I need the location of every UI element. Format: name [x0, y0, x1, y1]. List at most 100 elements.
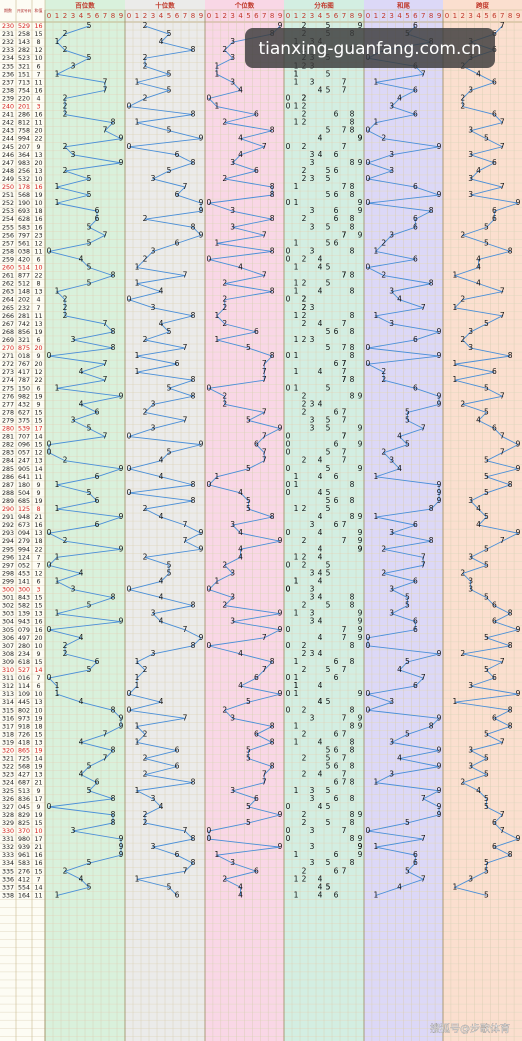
distribution-digit: 8	[350, 705, 355, 714]
draw-number: 143	[18, 39, 30, 46]
trend-digit: 2	[381, 544, 386, 553]
distribution-digit: 3	[310, 415, 315, 424]
draw-number: 150	[18, 385, 30, 392]
sum: 15	[34, 417, 42, 424]
issue: 338	[2, 892, 14, 899]
distribution-digit: 7	[342, 415, 347, 424]
sum: 7	[36, 675, 40, 682]
distribution-digit: 1	[294, 609, 299, 618]
trend-digit: 8	[111, 343, 116, 352]
trend-digit: 8	[429, 536, 434, 545]
distribution-digit: 0	[286, 246, 291, 255]
distribution-digit: 3	[310, 593, 315, 602]
trend-digit: 5	[484, 633, 489, 642]
column-label: 1	[374, 12, 378, 20]
distribution-digit: 1	[294, 311, 299, 320]
distribution-digit: 2	[302, 254, 307, 263]
trend-digit: 1	[373, 246, 378, 255]
trend-digit: 7	[103, 432, 108, 441]
draw-number: 276	[18, 868, 30, 875]
distribution-digit: 2	[302, 560, 307, 569]
distribution-digit: 0	[286, 641, 291, 650]
trend-digit: 0	[366, 641, 371, 650]
distribution-digit: 7	[342, 625, 347, 634]
trend-digit: 1	[135, 279, 140, 288]
trend-digit: 0	[127, 295, 132, 304]
distribution-digit: 8	[350, 190, 355, 199]
distribution-digit: 8	[350, 110, 355, 119]
draw-number: 693	[18, 208, 30, 215]
draw-number: 707	[18, 434, 30, 441]
distribution-digit: 8	[350, 214, 355, 223]
issue: 332	[2, 844, 14, 851]
trend-digit: 0	[207, 826, 212, 835]
trend-digit: 2	[63, 866, 68, 875]
issue: 320	[2, 748, 14, 755]
issue: 259	[2, 256, 14, 263]
trend-digit: 5	[405, 415, 410, 424]
distribution-digit: 2	[302, 142, 307, 151]
trend-digit: 9	[437, 496, 442, 505]
trend-digit: 7	[500, 432, 505, 441]
trend-digit: 1	[135, 367, 140, 376]
sum: 22	[34, 377, 42, 384]
distribution-digit: 2	[302, 118, 307, 127]
trend-digit: 6	[413, 625, 418, 634]
distribution-digit: 5	[326, 415, 331, 424]
trend-digit: 1	[373, 77, 378, 86]
sum: 18	[34, 538, 42, 545]
distribution-digit: 0	[286, 560, 291, 569]
trend-digit: 5	[484, 488, 489, 497]
trend-digit: 2	[143, 552, 148, 561]
trend-digit: 5	[484, 512, 489, 521]
trend-digit: 1	[373, 778, 378, 787]
distribution-digit: 5	[326, 754, 331, 763]
draw-number: 124	[18, 554, 30, 561]
trend-digit: 5	[484, 456, 489, 465]
draw-number: 207	[18, 144, 30, 151]
issue: 279	[2, 417, 14, 424]
trend-digit: 8	[508, 705, 513, 714]
distribution-digit: 8	[350, 641, 355, 650]
distribution-digit: 1	[294, 552, 299, 561]
trend-digit: 7	[262, 633, 267, 642]
trend-digit: 9	[119, 544, 124, 553]
trend-digit: 3	[71, 335, 76, 344]
distribution-digit: 5	[326, 383, 331, 392]
trend-digit: 6	[175, 190, 180, 199]
draw-number: 983	[18, 160, 30, 167]
distribution-digit: 6	[334, 778, 339, 787]
sum: 20	[34, 160, 42, 167]
distribution-digit: 0	[286, 802, 291, 811]
trend-digit: 5	[246, 746, 251, 755]
column-label: 5	[484, 12, 488, 20]
issue: 248	[2, 168, 14, 175]
issue: 271	[2, 353, 14, 360]
sum: 14	[34, 466, 42, 473]
distribution-digit: 7	[342, 778, 347, 787]
issue: 329	[2, 820, 14, 827]
trend-digit: 0	[366, 826, 371, 835]
sum: 9	[36, 401, 40, 408]
draw-number: 583	[18, 860, 30, 867]
trend-digit: 1	[452, 359, 457, 368]
trend-digit: 7	[183, 826, 188, 835]
column-label: 7	[183, 12, 187, 20]
issue: 287	[2, 482, 14, 489]
trend-digit: 8	[191, 480, 196, 489]
distribution-digit: 7	[342, 826, 347, 835]
sum: 8	[36, 506, 40, 513]
trend-digit: 0	[127, 142, 132, 151]
trend-digit: 2	[63, 142, 68, 151]
trend-digit: 0	[207, 383, 212, 392]
trend-digit: 5	[484, 407, 489, 416]
distribution-digit: 8	[350, 737, 355, 746]
distribution-digit: 3	[310, 826, 315, 835]
trend-digit: 0	[366, 689, 371, 698]
sum: 17	[34, 426, 42, 433]
trend-digit: 8	[191, 641, 196, 650]
trend-digit: 8	[191, 311, 196, 320]
column-label: 6	[492, 12, 497, 20]
sum: 6	[36, 683, 40, 690]
draw-number: 247	[18, 458, 30, 465]
